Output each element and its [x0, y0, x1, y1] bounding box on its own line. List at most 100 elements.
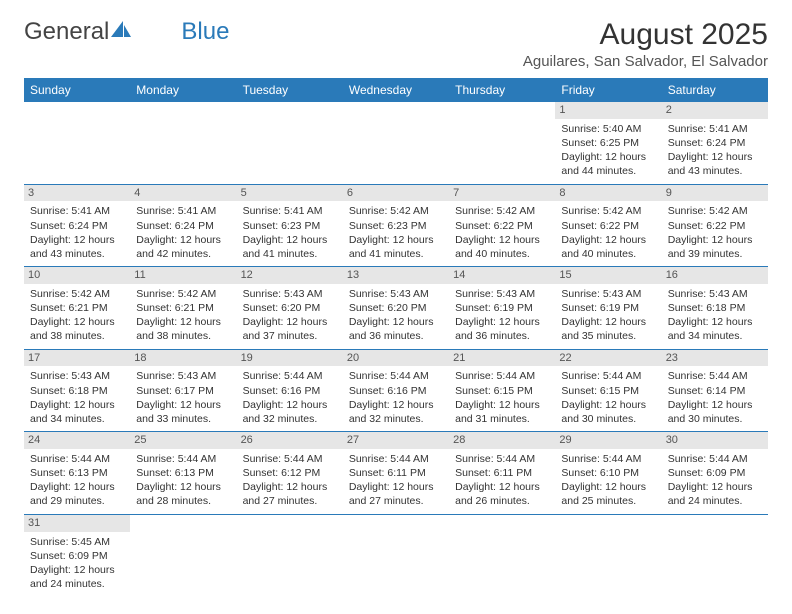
- day-number: 14: [449, 267, 555, 284]
- day-cell: [130, 515, 236, 597]
- day-day1: Daylight: 12 hours: [136, 315, 230, 329]
- day-number: 16: [662, 267, 768, 284]
- day-day1: Daylight: 12 hours: [668, 398, 762, 412]
- day-cell: 10Sunrise: 5:42 AMSunset: 6:21 PMDayligh…: [24, 267, 130, 349]
- day-cell: [555, 515, 661, 597]
- day-cell: [343, 515, 449, 597]
- day-sunset: Sunset: 6:24 PM: [30, 219, 124, 233]
- day-number: 2: [662, 102, 768, 119]
- day-day1: Daylight: 12 hours: [30, 233, 124, 247]
- sail-icon: [111, 18, 131, 46]
- day-number: 27: [343, 432, 449, 449]
- day-day1: Daylight: 12 hours: [455, 233, 549, 247]
- day-cell: 3Sunrise: 5:41 AMSunset: 6:24 PMDaylight…: [24, 185, 130, 267]
- day-day1: Daylight: 12 hours: [561, 480, 655, 494]
- day-sunrise: Sunrise: 5:43 AM: [349, 287, 443, 301]
- day-sunset: Sunset: 6:22 PM: [668, 219, 762, 233]
- week-row: 24Sunrise: 5:44 AMSunset: 6:13 PMDayligh…: [24, 432, 768, 515]
- day-cell: 4Sunrise: 5:41 AMSunset: 6:24 PMDaylight…: [130, 185, 236, 267]
- day-day1: Daylight: 12 hours: [349, 315, 443, 329]
- day-sunset: Sunset: 6:13 PM: [136, 466, 230, 480]
- day-sunrise: Sunrise: 5:42 AM: [136, 287, 230, 301]
- day-day2: and 24 minutes.: [668, 494, 762, 508]
- day-number: 3: [24, 185, 130, 202]
- day-day1: Daylight: 12 hours: [136, 398, 230, 412]
- brand-part2: Blue: [181, 18, 229, 46]
- day-day2: and 38 minutes.: [30, 329, 124, 343]
- week-row: 17Sunrise: 5:43 AMSunset: 6:18 PMDayligh…: [24, 350, 768, 433]
- day-sunset: Sunset: 6:21 PM: [30, 301, 124, 315]
- page-title: August 2025: [523, 18, 768, 51]
- day-day2: and 31 minutes.: [455, 412, 549, 426]
- day-sunset: Sunset: 6:23 PM: [243, 219, 337, 233]
- day-sunrise: Sunrise: 5:42 AM: [455, 204, 549, 218]
- day-number: 7: [449, 185, 555, 202]
- weeks-container: 1Sunrise: 5:40 AMSunset: 6:25 PMDaylight…: [24, 102, 768, 596]
- day-day2: and 34 minutes.: [668, 329, 762, 343]
- day-cell: [449, 515, 555, 597]
- day-number: 24: [24, 432, 130, 449]
- day-sunrise: Sunrise: 5:41 AM: [668, 122, 762, 136]
- day-cell: [449, 102, 555, 184]
- day-number: 21: [449, 350, 555, 367]
- day-sunset: Sunset: 6:16 PM: [243, 384, 337, 398]
- day-header-row: Sunday Monday Tuesday Wednesday Thursday…: [24, 78, 768, 102]
- day-cell: 24Sunrise: 5:44 AMSunset: 6:13 PMDayligh…: [24, 432, 130, 514]
- day-number: 1: [555, 102, 661, 119]
- day-day2: and 32 minutes.: [349, 412, 443, 426]
- day-day1: Daylight: 12 hours: [243, 233, 337, 247]
- day-number: 17: [24, 350, 130, 367]
- day-day2: and 35 minutes.: [561, 329, 655, 343]
- day-header: Friday: [555, 78, 661, 102]
- day-cell: [343, 102, 449, 184]
- day-cell: 9Sunrise: 5:42 AMSunset: 6:22 PMDaylight…: [662, 185, 768, 267]
- day-sunset: Sunset: 6:23 PM: [349, 219, 443, 233]
- day-day1: Daylight: 12 hours: [30, 315, 124, 329]
- day-number: 23: [662, 350, 768, 367]
- day-day1: Daylight: 12 hours: [349, 233, 443, 247]
- day-number: 20: [343, 350, 449, 367]
- day-cell: [130, 102, 236, 184]
- day-day2: and 25 minutes.: [561, 494, 655, 508]
- day-sunset: Sunset: 6:09 PM: [30, 549, 124, 563]
- day-day2: and 42 minutes.: [136, 247, 230, 261]
- week-row: 10Sunrise: 5:42 AMSunset: 6:21 PMDayligh…: [24, 267, 768, 350]
- day-day2: and 30 minutes.: [561, 412, 655, 426]
- day-sunset: Sunset: 6:11 PM: [349, 466, 443, 480]
- day-cell: 29Sunrise: 5:44 AMSunset: 6:10 PMDayligh…: [555, 432, 661, 514]
- day-cell: 27Sunrise: 5:44 AMSunset: 6:11 PMDayligh…: [343, 432, 449, 514]
- day-cell: 19Sunrise: 5:44 AMSunset: 6:16 PMDayligh…: [237, 350, 343, 432]
- day-day2: and 36 minutes.: [455, 329, 549, 343]
- day-cell: 15Sunrise: 5:43 AMSunset: 6:19 PMDayligh…: [555, 267, 661, 349]
- day-day1: Daylight: 12 hours: [668, 315, 762, 329]
- day-day2: and 41 minutes.: [349, 247, 443, 261]
- day-day1: Daylight: 12 hours: [349, 480, 443, 494]
- day-day2: and 27 minutes.: [349, 494, 443, 508]
- day-day1: Daylight: 12 hours: [243, 480, 337, 494]
- day-sunset: Sunset: 6:11 PM: [455, 466, 549, 480]
- day-day2: and 40 minutes.: [455, 247, 549, 261]
- day-sunset: Sunset: 6:14 PM: [668, 384, 762, 398]
- day-cell: 22Sunrise: 5:44 AMSunset: 6:15 PMDayligh…: [555, 350, 661, 432]
- day-header: Tuesday: [237, 78, 343, 102]
- day-sunrise: Sunrise: 5:41 AM: [243, 204, 337, 218]
- day-day1: Daylight: 12 hours: [30, 480, 124, 494]
- day-sunrise: Sunrise: 5:43 AM: [455, 287, 549, 301]
- day-header: Thursday: [449, 78, 555, 102]
- page: General Blue August 2025 Aguilares, San …: [0, 0, 792, 614]
- day-day1: Daylight: 12 hours: [349, 398, 443, 412]
- day-sunrise: Sunrise: 5:44 AM: [668, 369, 762, 383]
- day-day2: and 36 minutes.: [349, 329, 443, 343]
- day-sunrise: Sunrise: 5:44 AM: [561, 452, 655, 466]
- day-sunrise: Sunrise: 5:44 AM: [136, 452, 230, 466]
- day-sunset: Sunset: 6:24 PM: [136, 219, 230, 233]
- day-cell: 31Sunrise: 5:45 AMSunset: 6:09 PMDayligh…: [24, 515, 130, 597]
- day-sunrise: Sunrise: 5:42 AM: [349, 204, 443, 218]
- day-number: 15: [555, 267, 661, 284]
- day-sunrise: Sunrise: 5:44 AM: [243, 452, 337, 466]
- day-sunrise: Sunrise: 5:44 AM: [455, 452, 549, 466]
- day-day1: Daylight: 12 hours: [30, 398, 124, 412]
- day-number: 18: [130, 350, 236, 367]
- day-day2: and 40 minutes.: [561, 247, 655, 261]
- day-header: Monday: [130, 78, 236, 102]
